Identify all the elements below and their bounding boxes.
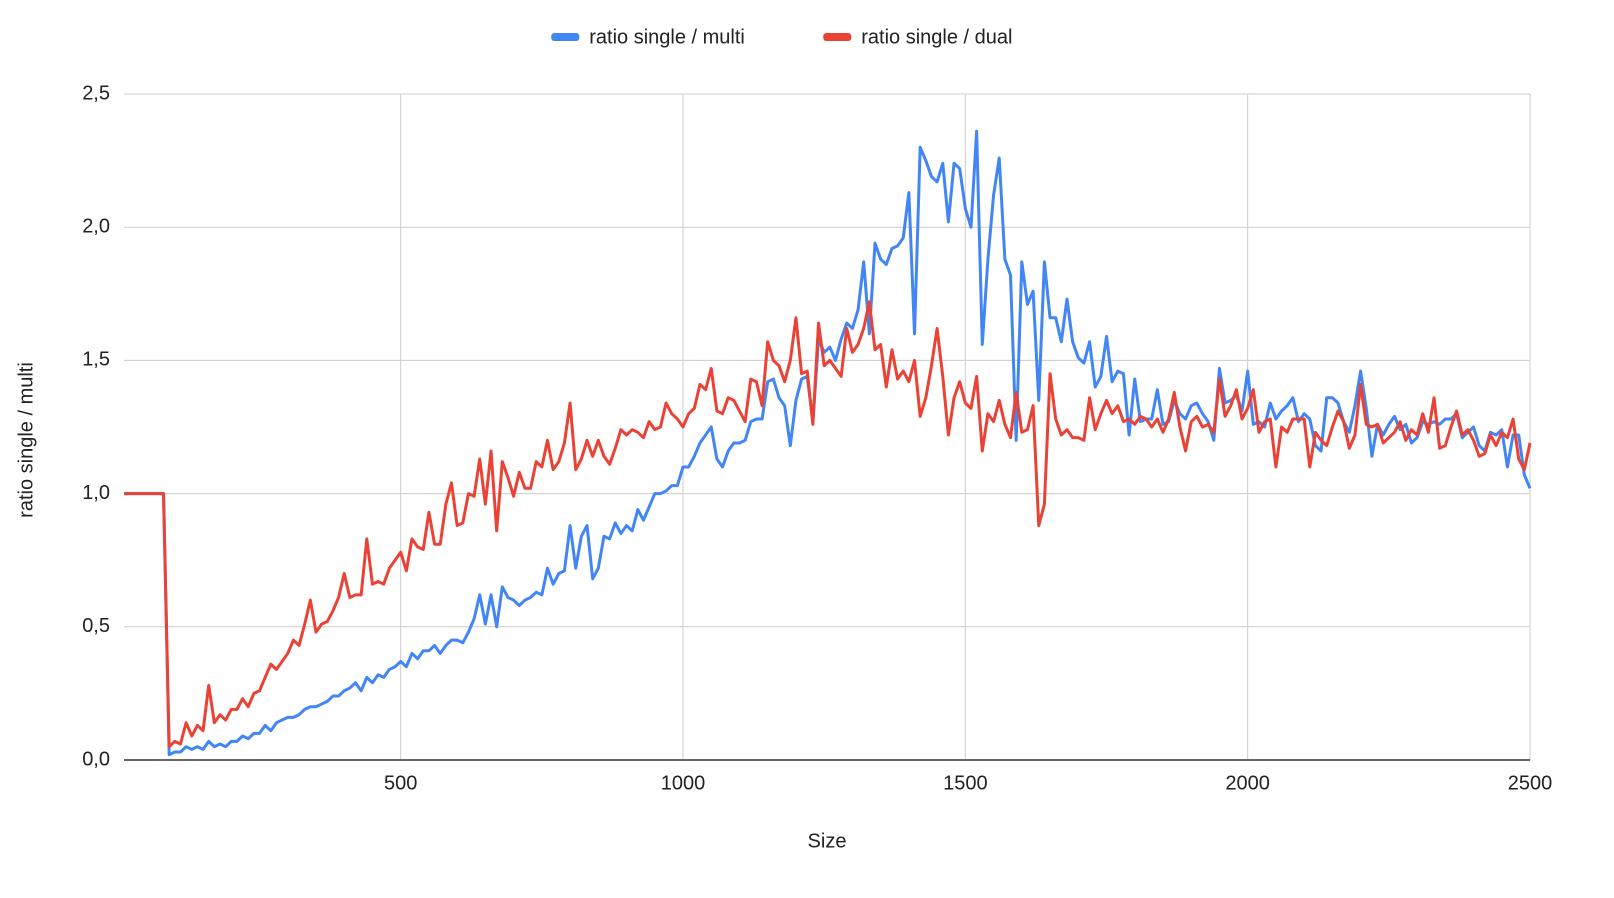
y-tick-label: 1,0 [82,482,110,504]
legend-swatch [551,33,580,41]
y-tick-label: 0,0 [82,748,110,770]
x-axis-title: Size [808,830,847,852]
y-axis-title: ratio single / multi [15,362,37,518]
y-tick-label: 2,5 [82,82,110,104]
y-tick-label: 1,5 [82,349,110,371]
x-tick-label: 500 [384,772,417,794]
x-tick-label: 2500 [1508,772,1553,794]
y-tick-label: 0,5 [82,615,110,637]
y-tick-label: 2,0 [82,215,110,237]
x-tick-label: 1500 [943,772,988,794]
x-tick-label: 1000 [661,772,706,794]
legend-label: ratio single / dual [861,26,1012,48]
data-line [124,129,1532,757]
data-line [124,300,1532,749]
x-tick-label: 2000 [1225,772,1270,794]
legend-label: ratio single / multi [589,26,745,48]
legend-swatch [823,33,852,41]
